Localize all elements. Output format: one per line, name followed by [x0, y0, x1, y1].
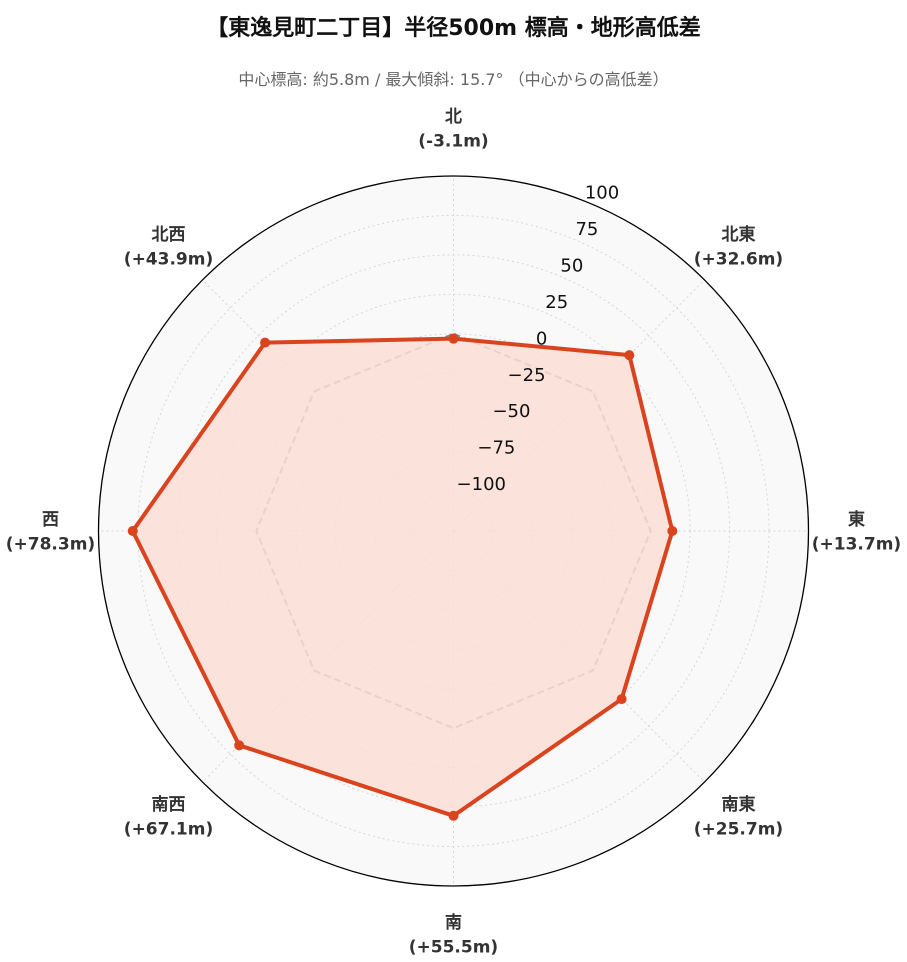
radial-tick-label: 25 — [545, 292, 568, 313]
direction-name: 北東 — [721, 224, 755, 245]
direction-name: 北 — [445, 107, 462, 127]
chart-subtitle: 中心標高: 約5.8m / 最大傾斜: 15.7° （中心からの高低差） — [238, 70, 669, 89]
grid-spoke — [453, 530, 705, 783]
direction-value: (+32.6m) — [694, 250, 783, 270]
chart-title: 【東逸見町二丁目】半径500m 標高・地形高低差 — [206, 16, 701, 41]
direction-value: (+25.7m) — [694, 820, 783, 840]
direction-label-3: 南東 (+25.7m) — [694, 794, 783, 840]
direction-label-0: 北 (-3.1m) — [418, 107, 488, 152]
grid-spoke — [202, 279, 454, 532]
radial-tick-label: 75 — [575, 219, 598, 240]
radial-tick-label: 100 — [585, 183, 619, 204]
data-point-4 — [448, 810, 459, 821]
direction-label-7: 北西 (+43.9m) — [124, 225, 213, 270]
radial-tick-labels: −100 −75 −50 −25 0 25 50 75 100 — [457, 183, 620, 496]
data-point-7 — [260, 337, 271, 348]
direction-name: 南 — [445, 912, 462, 933]
direction-name: 北西 — [152, 225, 186, 245]
radial-tick-label: 0 — [536, 328, 547, 349]
direction-label-6: 西 (+78.3m) — [6, 510, 95, 555]
radial-tick-label: −50 — [492, 401, 530, 422]
data-point-3 — [616, 694, 627, 705]
polar-frame — [97, 175, 810, 887]
grid-spoke — [453, 279, 705, 532]
direction-value: (+13.7m) — [812, 535, 901, 555]
data-point-6 — [127, 526, 138, 536]
radial-tick-label: −100 — [457, 474, 506, 495]
radial-tick-label: −75 — [477, 438, 515, 459]
direction-label-1: 北東 (+32.6m) — [694, 224, 783, 270]
direction-value: (+78.3m) — [6, 535, 95, 555]
direction-value: (+67.1m) — [124, 820, 213, 840]
direction-label-5: 南西 (+67.1m) — [124, 794, 213, 840]
data-point-0 — [448, 333, 459, 344]
direction-value: (+43.9m) — [124, 250, 213, 270]
data-point-5 — [234, 740, 245, 751]
direction-name: 南東 — [721, 794, 755, 815]
direction-name: 西 — [42, 510, 59, 530]
direction-name: 南西 — [152, 794, 186, 815]
direction-labels: 北 (-3.1m) 北東 (+32.6m) 東 (+13.7m) 南東 (+25.7m) 南 (+… — [6, 107, 901, 958]
direction-label-2: 東 (+13.7m) — [812, 509, 901, 555]
direction-name: 東 — [848, 509, 865, 530]
data-point-2 — [667, 526, 678, 536]
direction-value: (-3.1m) — [418, 132, 488, 152]
direction-label-4: 南 (+55.5m) — [409, 912, 498, 958]
direction-value: (+55.5m) — [409, 938, 498, 958]
radial-tick-label: 50 — [560, 255, 583, 276]
series-layer — [127, 333, 678, 821]
radial-tick-label: −25 — [508, 365, 546, 386]
data-point-1 — [624, 350, 635, 361]
